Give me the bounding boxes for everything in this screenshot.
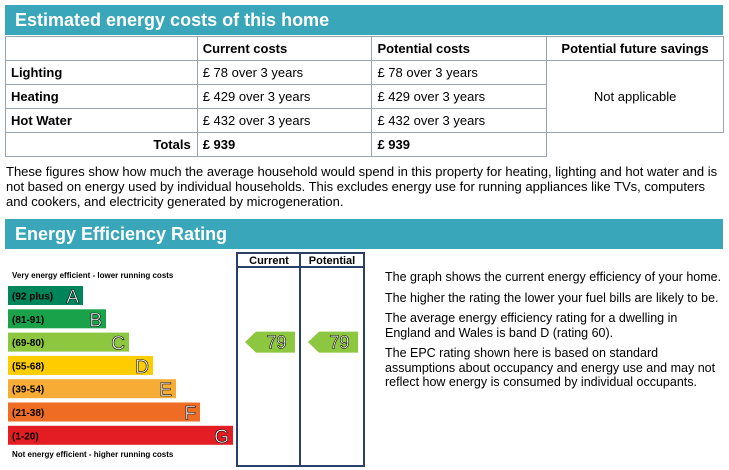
current-column-label: Current (249, 255, 289, 267)
band-bar (8, 309, 106, 329)
band-range-label: (92 plus) (12, 292, 53, 303)
potential-cost: £ 429 over 3 years (371, 84, 548, 109)
current-cost: £ 78 over 3 years (196, 60, 373, 85)
header-potential-savings: Potential future savings (546, 36, 724, 61)
potential-column-label: Potential (309, 255, 355, 267)
bottom-efficiency-label: Not energy efficient - higher running co… (12, 450, 174, 459)
row-label: Lighting (5, 60, 198, 85)
rating-band-c: (69-80) C (8, 332, 129, 355)
header-current-costs: Current costs (196, 36, 373, 61)
rating-band-d: (55-68) D (8, 355, 153, 378)
energy-costs-table: Current costs Potential costs Potential … (5, 36, 724, 157)
band-bar (8, 425, 233, 445)
potential-rating-arrow: 79 (308, 331, 358, 353)
band-letter: E (159, 380, 172, 401)
band-range-label: (55-68) (12, 361, 44, 372)
totals-current: £ 939 (196, 132, 373, 157)
potential-cost: £ 78 over 3 years (371, 60, 548, 85)
description-paragraph: The EPC rating shown here is based on st… (385, 346, 716, 389)
current-cost: £ 432 over 3 years (196, 108, 373, 133)
band-range-label: (81-91) (12, 315, 44, 326)
header-potential-costs: Potential costs (371, 36, 548, 61)
table-header-row: Current costs Potential costs Potential … (5, 36, 724, 61)
current-rating-arrow: 79 (245, 331, 295, 353)
costs-note: These figures show how much the average … (6, 164, 718, 209)
band-range-label: (21-38) (12, 408, 44, 419)
costs-section-title: Estimated energy costs of this home (5, 5, 723, 35)
rating-arrow-shape (308, 331, 358, 353)
totals-empty-cell (547, 133, 724, 157)
band-letter: C (111, 334, 125, 355)
row-label: Hot Water (5, 108, 198, 133)
rating-band-b: (81-91) B (8, 309, 106, 332)
rating-arrow-value: 79 (266, 333, 286, 353)
rating-arrow-shape (245, 331, 295, 353)
band-letter: F (184, 404, 196, 425)
rating-band-g: (1-20) G (8, 425, 233, 448)
band-letter: A (66, 287, 79, 308)
rating-band-a: (92 plus) A (8, 286, 83, 308)
current-cost: £ 429 over 3 years (196, 84, 373, 109)
description-paragraph: The graph shows the current energy effic… (385, 270, 722, 284)
table-row-lighting: Lighting £ 78 over 3 years £ 78 over 3 y… (5, 60, 724, 133)
header-blank (5, 36, 198, 61)
energy-rating-chart: Current Potential Very energy efficient … (8, 252, 365, 467)
rating-arrow-value: 79 (329, 333, 349, 353)
potential-cost: £ 432 over 3 years (371, 108, 548, 133)
band-bar (8, 402, 200, 422)
band-range-label: (1-20) (12, 431, 39, 442)
row-label: Heating (5, 84, 198, 109)
band-letter: D (135, 357, 149, 378)
table-row-totals: Totals £ 939 £ 939 (5, 132, 724, 157)
top-efficiency-label: Very energy efficient - lower running co… (12, 271, 174, 280)
rating-section-title: Energy Efficiency Rating (5, 219, 723, 249)
totals-label: Totals (5, 132, 198, 157)
band-letter: B (89, 310, 102, 331)
band-bar (8, 379, 176, 399)
description-paragraph: The higher the rating the lower your fue… (385, 290, 719, 305)
band-bar (8, 332, 129, 352)
band-bar (8, 286, 83, 305)
description-paragraph: The average energy efficiency rating for… (385, 311, 678, 340)
potential-savings-value: Not applicable (546, 60, 724, 133)
band-range-label: (69-80) (12, 338, 44, 349)
table-row-heating: Heating £ 429 over 3 years £ 429 over 3 … (5, 84, 724, 109)
totals-potential: £ 939 (371, 132, 548, 157)
rating-band-e: (39-54) E (8, 379, 176, 402)
band-range-label: (39-54) (12, 385, 44, 396)
band-bar (8, 355, 153, 375)
table-row-hot-water: Hot Water £ 432 over 3 years £ 432 over … (5, 108, 724, 133)
band-letter: G (214, 427, 229, 448)
rating-band-f: (21-38) F (8, 402, 200, 425)
rating-description: The graph shows the current energy effic… (385, 270, 723, 396)
